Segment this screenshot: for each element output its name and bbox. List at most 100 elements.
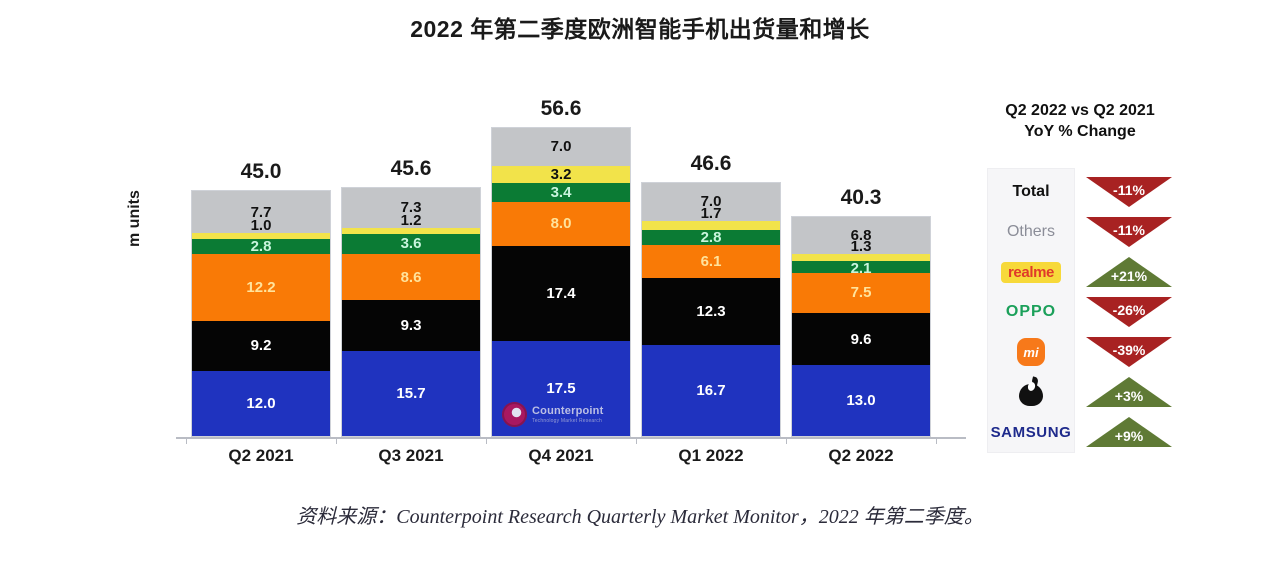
bar-segment[interactable]: 9.2	[192, 320, 330, 371]
bar-segment[interactable]: 1.3	[792, 239, 930, 262]
legend-panel: Q2 2022 vs Q2 2021 YoY % Change Total -11…	[975, 100, 1185, 465]
bar-total-label: 45.0	[240, 160, 282, 184]
bar-segment[interactable]: 6.8	[792, 217, 930, 255]
bar-segment[interactable]: 1.0	[192, 218, 330, 239]
realme-logo-icon: realme	[1001, 261, 1061, 283]
samsung-logo-icon: SAMSUNG	[990, 423, 1072, 441]
triangle-down-icon: -26%	[1086, 297, 1172, 327]
bar-segment-value: 7.5	[850, 284, 872, 302]
page-title: 2022 年第二季度欧洲智能手机出货量和增长	[410, 16, 870, 42]
legend-brand-others: Others	[987, 212, 1075, 252]
legend-title-line2: YoY % Change	[1024, 123, 1136, 140]
legend-brand-xiaomi: mi	[987, 332, 1075, 372]
yoy-value: -11%	[1113, 222, 1145, 238]
x-axis-tick-label: Q2 2021	[228, 446, 294, 465]
source-note: 资料来源：Counterpoint Research Quarterly Mar…	[296, 506, 984, 528]
triangle-up-icon: +21%	[1086, 257, 1172, 287]
bar-segment[interactable]: 15.7	[342, 350, 480, 436]
bar-stack[interactable]: 7.7 1.0 2.8 12.2 9.2 12.0	[191, 190, 331, 437]
legend-title: Q2 2022 vs Q2 2021 YoY % Change	[975, 100, 1185, 142]
x-axis-tick-label: Q4 2021	[528, 446, 594, 465]
yoy-change-badge: -26%	[1083, 295, 1175, 329]
axis-tick	[186, 437, 187, 444]
triangle-up-icon: +9%	[1086, 417, 1172, 447]
legend-label: Total	[1012, 183, 1050, 200]
triangle-down-icon: -11%	[1086, 177, 1172, 207]
yoy-change-badge: +21%	[1083, 255, 1175, 289]
triangle-down-icon: -39%	[1086, 337, 1172, 367]
bar-segment-value: 2.8	[250, 237, 272, 255]
axis-tick	[486, 437, 487, 444]
bar-segment[interactable]: 7.0	[642, 182, 780, 221]
bar-segment[interactable]: 12.0	[192, 370, 330, 436]
bar-segment-value: 15.7	[396, 384, 426, 402]
bar-segment-value: 12.0	[246, 394, 276, 412]
axis-tick	[786, 437, 787, 444]
axis-tick	[636, 437, 637, 444]
yoy-value: +3%	[1114, 388, 1144, 404]
bar-segment[interactable]: 1.7	[642, 206, 780, 230]
bar-segment-value: 17.4	[546, 284, 576, 302]
bar-segment-value: 8.6	[400, 268, 422, 286]
bar-segment-value: 13.0	[846, 392, 876, 410]
bar-segment-value: 9.2	[250, 337, 272, 355]
counterpoint-logo-icon	[502, 402, 527, 428]
x-axis-tick-label: Q2 2022	[828, 446, 894, 465]
bar-segment[interactable]: 2.8	[642, 229, 780, 246]
bar-segment[interactable]: 7.5	[792, 272, 930, 314]
bar-stack[interactable]: 7.3 1.2 3.6 8.6 9.3 15.7	[341, 187, 481, 437]
legend-brand-apple	[987, 372, 1075, 412]
bar-total-label: 40.3	[840, 186, 882, 210]
bar-segment[interactable]: 8.6	[342, 253, 480, 301]
bar-total-label: 45.6	[390, 157, 432, 181]
bar-segment-value: 17.5	[546, 379, 576, 397]
bar-stack[interactable]: 7.0 3.2 3.4 8.0 17.4 17.5 Counterpoint Technolo…	[491, 126, 631, 437]
bar-segment-value: 1.0	[250, 217, 272, 235]
triangle-down-icon: -11%	[1086, 217, 1172, 247]
bar-segment-value: 1.2	[400, 211, 422, 229]
bar-segment[interactable]: 6.1	[642, 245, 780, 279]
bar-segment[interactable]: 12.3	[642, 278, 780, 346]
bar-segment-value: 1.3	[850, 238, 872, 256]
counterpoint-watermark: Counterpoint Technology Market Research	[502, 400, 622, 430]
bar-segment[interactable]: 16.7	[642, 345, 780, 436]
legend-brand-samsung: SAMSUNG	[987, 412, 1075, 452]
yoy-value: -26%	[1112, 302, 1146, 318]
yoy-change-badge: -39%	[1083, 335, 1175, 369]
legend-title-line1: Q2 2022 vs Q2 2021	[1005, 102, 1155, 119]
bar-segment-value: 8.0	[550, 215, 572, 233]
bar-segment-value: 12.2	[246, 278, 276, 296]
bar-segment[interactable]: 3.6	[342, 234, 480, 254]
triangle-up-icon: +3%	[1086, 377, 1172, 407]
yoy-value: -39%	[1112, 342, 1146, 358]
bar-segment-value: 6.8	[850, 227, 872, 245]
bar-segment[interactable]: 13.0	[792, 365, 930, 436]
legend-label: Others	[1006, 223, 1055, 240]
bar-segment-value: 3.6	[400, 235, 422, 253]
bar-segment[interactable]: 7.3	[342, 188, 480, 228]
bar-stack[interactable]: 7.0 1.7 2.8 6.1 12.3 16.7	[641, 181, 781, 437]
bar-segment[interactable]: 3.4	[492, 183, 630, 203]
bar-segment[interactable]: 2.8	[192, 237, 330, 255]
bar-segment[interactable]: 9.6	[792, 313, 930, 366]
bar-segment[interactable]: 17.4	[492, 245, 630, 341]
bar-segment[interactable]: 8.0	[492, 202, 630, 246]
bar-segment[interactable]: 7.7	[192, 191, 330, 234]
bar-total-label: 46.6	[690, 151, 732, 175]
watermark-name: Counterpoint	[532, 404, 604, 417]
legend-brand-oppo: OPPO	[987, 292, 1075, 332]
yoy-value: +21%	[1110, 268, 1148, 284]
bar-segment[interactable]: 12.2	[192, 254, 330, 321]
bar-segment[interactable]: 9.3	[342, 300, 480, 351]
bar-stack[interactable]: 6.8 1.3 2.1 7.5 9.6 13.0	[791, 216, 931, 437]
bar-segment-value: 7.0	[700, 193, 722, 211]
bar-segment-value: 7.3	[400, 199, 422, 217]
yoy-value: +9%	[1114, 428, 1144, 444]
bar-total-label: 56.6	[540, 96, 582, 120]
bar-segment[interactable]: 7.0	[492, 127, 630, 167]
bar-segment-value: 2.1	[850, 260, 872, 278]
bar-segment[interactable]: 3.2	[492, 166, 630, 184]
bar-segment[interactable]: 2.1	[792, 261, 930, 276]
bar-segment[interactable]: 1.2	[342, 213, 480, 235]
x-axis-tick-label: Q1 2022	[678, 446, 744, 465]
